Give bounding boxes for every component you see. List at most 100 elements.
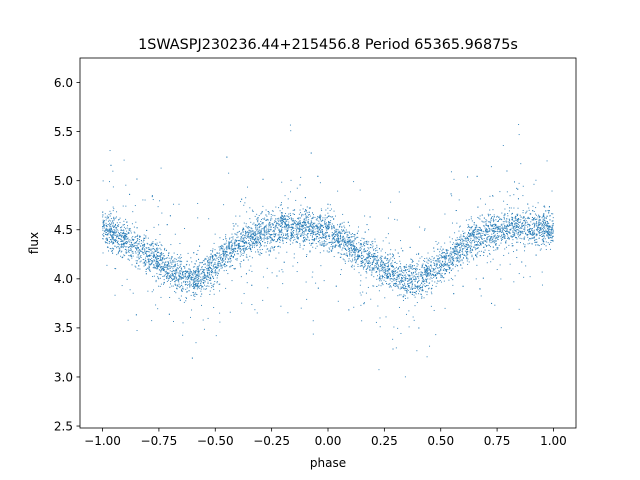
data-point bbox=[522, 231, 524, 233]
data-point bbox=[342, 236, 344, 238]
data-point bbox=[365, 243, 367, 245]
data-point bbox=[418, 252, 420, 254]
data-point bbox=[361, 251, 363, 253]
data-point bbox=[378, 271, 380, 273]
data-point bbox=[541, 229, 543, 231]
data-point bbox=[198, 286, 200, 288]
data-point bbox=[302, 220, 304, 222]
data-point bbox=[336, 239, 338, 241]
data-point bbox=[207, 281, 209, 283]
data-point bbox=[495, 226, 497, 228]
data-point bbox=[240, 233, 242, 235]
data-point bbox=[499, 225, 501, 227]
data-point bbox=[514, 229, 516, 231]
data-point bbox=[374, 238, 376, 240]
data-point bbox=[417, 276, 419, 278]
data-point bbox=[444, 242, 446, 244]
data-point bbox=[373, 248, 375, 250]
data-point bbox=[459, 241, 461, 243]
data-point bbox=[113, 232, 115, 234]
data-point bbox=[307, 237, 309, 239]
data-point bbox=[403, 280, 405, 282]
data-point bbox=[448, 260, 450, 262]
data-point bbox=[466, 242, 468, 244]
data-point bbox=[466, 257, 468, 259]
data-point bbox=[495, 219, 497, 221]
data-point bbox=[438, 270, 440, 272]
data-point bbox=[193, 299, 195, 301]
data-point bbox=[469, 248, 471, 250]
data-point bbox=[434, 260, 436, 262]
data-point bbox=[195, 277, 197, 279]
data-point bbox=[161, 245, 163, 247]
data-point bbox=[329, 210, 331, 212]
data-point bbox=[539, 234, 541, 236]
data-point bbox=[363, 245, 365, 247]
data-point bbox=[279, 229, 281, 231]
data-point bbox=[351, 264, 353, 266]
data-point bbox=[268, 233, 270, 235]
data-point bbox=[398, 306, 400, 308]
data-point bbox=[215, 335, 217, 337]
data-point bbox=[271, 226, 273, 228]
data-point bbox=[298, 213, 300, 215]
data-point bbox=[381, 264, 383, 266]
data-point bbox=[343, 221, 345, 223]
data-point bbox=[439, 264, 441, 266]
data-point bbox=[269, 235, 271, 237]
data-point bbox=[447, 269, 449, 271]
data-point bbox=[508, 237, 510, 239]
data-point bbox=[304, 227, 306, 229]
data-point bbox=[397, 286, 399, 288]
data-point bbox=[161, 212, 163, 214]
data-point bbox=[384, 297, 386, 299]
data-point bbox=[236, 244, 238, 246]
data-point bbox=[495, 237, 497, 239]
data-point bbox=[513, 235, 515, 237]
data-point bbox=[207, 277, 209, 279]
data-point bbox=[169, 270, 171, 272]
data-point bbox=[518, 218, 520, 220]
data-point bbox=[334, 239, 336, 241]
data-point bbox=[511, 218, 513, 220]
data-point bbox=[306, 298, 308, 300]
data-point bbox=[282, 226, 284, 228]
data-point bbox=[459, 258, 461, 260]
data-point bbox=[492, 195, 494, 197]
data-point bbox=[319, 239, 321, 241]
data-point bbox=[143, 244, 145, 246]
data-point bbox=[275, 206, 277, 208]
data-point bbox=[335, 240, 337, 242]
data-point bbox=[238, 243, 240, 245]
data-point bbox=[448, 258, 450, 260]
data-point bbox=[177, 280, 179, 282]
data-point bbox=[552, 235, 554, 237]
data-point bbox=[409, 276, 411, 278]
data-point bbox=[139, 256, 141, 258]
data-point bbox=[343, 244, 345, 246]
data-point bbox=[299, 246, 301, 248]
data-point bbox=[382, 262, 384, 264]
data-point bbox=[355, 237, 357, 239]
data-point bbox=[455, 264, 457, 266]
data-point bbox=[131, 246, 133, 248]
data-point bbox=[106, 199, 108, 201]
data-point bbox=[366, 253, 368, 255]
data-point bbox=[105, 242, 107, 244]
data-point bbox=[497, 231, 499, 233]
data-point bbox=[106, 242, 108, 244]
data-point bbox=[407, 289, 409, 291]
data-point bbox=[423, 280, 425, 282]
data-point bbox=[310, 244, 312, 246]
data-point bbox=[150, 243, 152, 245]
data-point bbox=[216, 255, 218, 257]
data-point bbox=[355, 249, 357, 251]
data-point bbox=[338, 238, 340, 240]
data-point bbox=[413, 319, 415, 321]
data-point bbox=[307, 236, 309, 238]
data-point bbox=[423, 274, 425, 276]
data-point bbox=[539, 219, 541, 221]
data-point bbox=[472, 231, 474, 233]
data-point bbox=[208, 273, 210, 275]
data-point bbox=[134, 242, 136, 244]
